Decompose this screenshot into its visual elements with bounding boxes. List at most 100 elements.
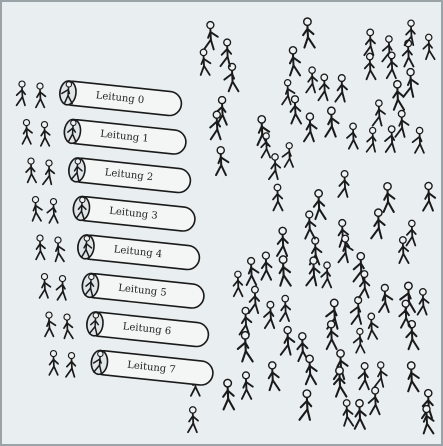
head <box>384 183 391 190</box>
head <box>306 211 313 218</box>
head <box>372 387 379 394</box>
head <box>328 107 335 114</box>
head <box>289 47 296 54</box>
head <box>272 154 278 160</box>
head <box>425 390 432 397</box>
head <box>304 18 311 25</box>
head <box>378 362 384 368</box>
head <box>285 80 291 86</box>
head <box>370 127 376 133</box>
head <box>269 362 276 369</box>
head <box>361 363 368 370</box>
head <box>241 332 249 340</box>
head <box>420 289 427 296</box>
head <box>70 120 76 126</box>
head <box>408 20 414 26</box>
head <box>306 355 313 362</box>
head <box>388 52 395 59</box>
head <box>321 74 328 81</box>
head <box>386 36 392 42</box>
head <box>41 274 47 280</box>
head <box>190 407 196 413</box>
head <box>343 400 350 407</box>
head <box>388 126 395 133</box>
head <box>23 120 29 126</box>
head <box>357 328 363 334</box>
head <box>299 333 306 340</box>
head <box>59 276 65 282</box>
head <box>19 81 25 87</box>
head <box>400 237 407 244</box>
head <box>355 297 362 304</box>
head <box>235 271 241 277</box>
head <box>282 295 288 301</box>
head <box>339 220 346 227</box>
head <box>217 147 224 154</box>
head <box>394 81 401 88</box>
head <box>279 256 287 264</box>
head <box>88 274 94 280</box>
head <box>368 313 374 319</box>
head <box>68 353 74 359</box>
head <box>324 262 330 268</box>
head <box>342 235 349 242</box>
head <box>416 127 422 133</box>
head <box>66 81 72 87</box>
head <box>286 143 292 149</box>
head <box>291 96 298 103</box>
head <box>426 34 432 40</box>
head <box>376 100 382 106</box>
head <box>405 282 413 290</box>
head <box>338 75 345 82</box>
head <box>381 284 388 291</box>
head <box>350 123 356 129</box>
head <box>50 351 56 357</box>
head <box>37 235 43 241</box>
head <box>50 199 56 205</box>
head <box>331 299 338 306</box>
head <box>64 314 70 320</box>
head <box>263 133 269 139</box>
head <box>252 286 259 293</box>
head <box>306 113 313 120</box>
head <box>79 197 85 203</box>
head <box>356 400 363 407</box>
head <box>423 406 430 413</box>
head <box>425 182 432 189</box>
head <box>336 367 343 374</box>
head <box>309 67 315 73</box>
head <box>274 184 281 191</box>
head <box>46 160 52 166</box>
head <box>219 97 226 104</box>
head <box>367 53 374 60</box>
head <box>28 158 34 164</box>
head <box>207 22 214 29</box>
head <box>357 253 364 260</box>
head <box>402 300 409 307</box>
head <box>97 351 103 357</box>
head <box>375 209 382 216</box>
head <box>361 271 368 278</box>
head <box>409 220 415 226</box>
head <box>84 235 90 241</box>
head <box>407 69 414 76</box>
head <box>303 390 311 398</box>
head <box>408 362 415 369</box>
head <box>93 312 99 318</box>
head <box>37 83 43 89</box>
head <box>262 252 269 259</box>
head <box>315 190 322 197</box>
head <box>46 312 52 318</box>
head <box>367 29 374 36</box>
head <box>200 49 206 55</box>
head <box>224 39 231 46</box>
head <box>213 111 220 118</box>
head <box>32 197 38 203</box>
head <box>398 110 405 117</box>
head <box>310 257 317 264</box>
illustration: Leitung 0Leitung 1Leitung 2Leitung 3Leit… <box>0 0 443 446</box>
head <box>337 350 344 357</box>
head <box>55 237 61 243</box>
head <box>341 171 348 178</box>
head <box>224 379 232 387</box>
